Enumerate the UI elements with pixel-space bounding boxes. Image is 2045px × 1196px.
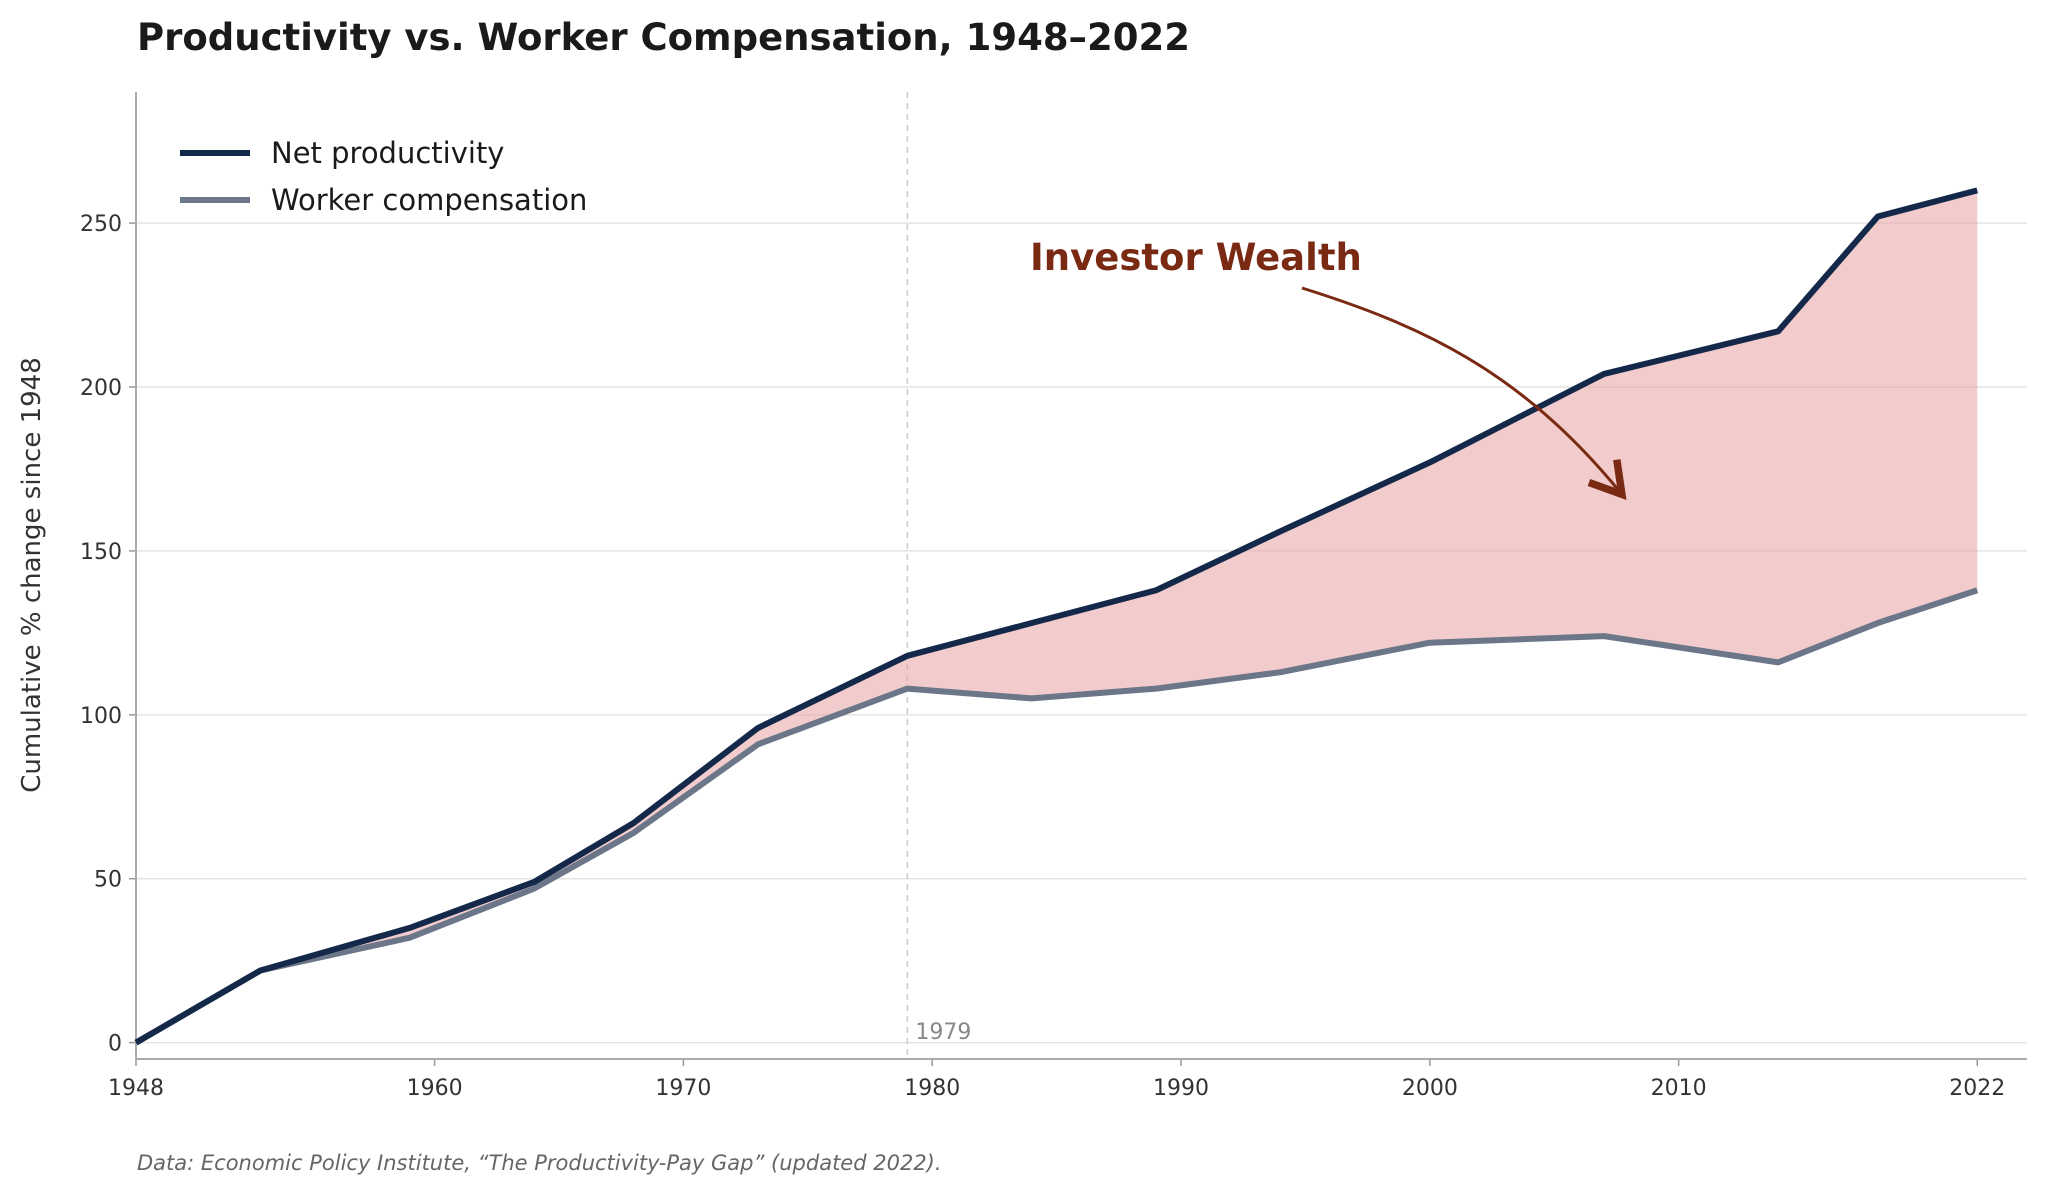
x-tick-label: 2022 — [1949, 1076, 2005, 1101]
source-note: Data: Economic Policy Institute, “The Pr… — [137, 1151, 942, 1175]
y-tick-label: 200 — [80, 376, 122, 401]
annotation: Investor Wealth — [1030, 236, 1362, 279]
x-tick-label: 1970 — [655, 1076, 711, 1101]
y-tick-label: 250 — [80, 212, 122, 237]
x-tick-label: 1980 — [904, 1076, 960, 1101]
y-tick-label: 50 — [94, 868, 122, 893]
y-tick-label: 150 — [80, 540, 122, 565]
chart-title: Productivity vs. Worker Compensation, 19… — [137, 16, 1190, 59]
reference-label: 1979 — [915, 1020, 971, 1045]
series-line — [134, 187, 1979, 1046]
y-tick-label: 0 — [108, 1032, 122, 1057]
legend-label: Net productivity — [271, 136, 504, 170]
annotation-arrow — [1301, 286, 1620, 492]
legend-label: Worker compensation — [271, 183, 587, 217]
x-tick-label: 1990 — [1153, 1076, 1209, 1101]
x-tick-label: 2000 — [1402, 1076, 1458, 1101]
y-tick-label: 100 — [80, 704, 122, 729]
x-tick-label: 2010 — [1651, 1076, 1707, 1101]
x-tick-label: 1960 — [407, 1076, 463, 1101]
y-axis-label: Cumulative % change since 1948 — [17, 357, 47, 793]
grid: 0 50 100 150 200 250 1948 1960 1970 1980 1990 2000 2… — [80, 92, 2027, 1101]
lines — [134, 187, 1979, 1046]
x-tick-label: 1948 — [108, 1076, 164, 1101]
series-line — [134, 587, 1979, 1046]
